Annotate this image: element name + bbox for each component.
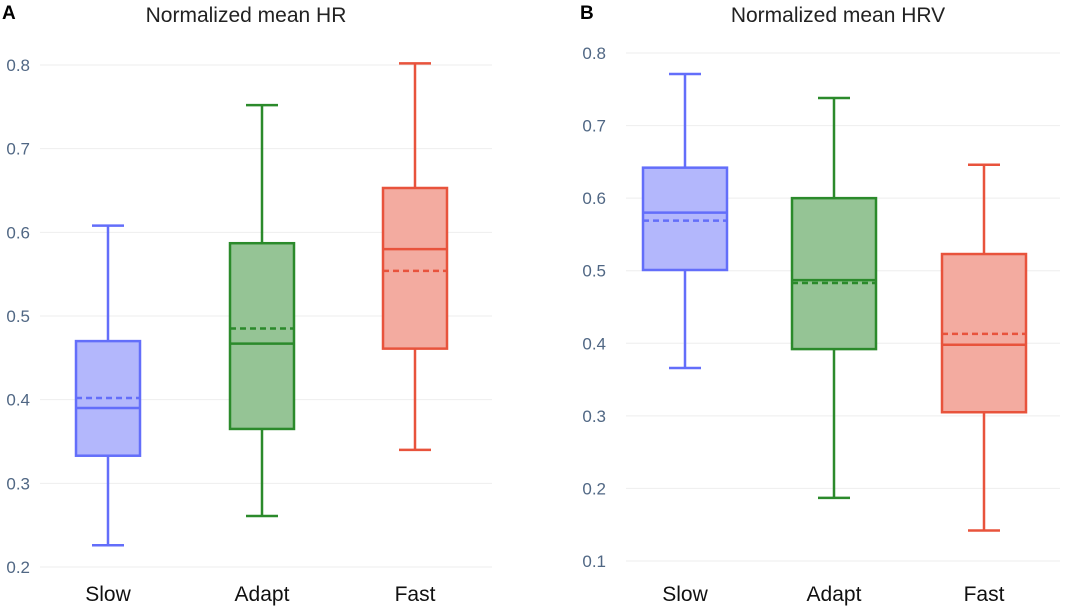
y-tick-label: 0.5 — [6, 307, 30, 326]
x-tick-label: Adapt — [807, 583, 862, 606]
iqr-box — [641, 166, 729, 272]
box-fast — [940, 163, 1028, 532]
y-tick-label: 0.8 — [6, 56, 30, 75]
boxes — [641, 72, 1028, 532]
y-tick-label: 0.4 — [582, 334, 606, 353]
iqr-box — [790, 196, 878, 351]
panel-b-hrv: B Normalized mean HRV 0.1 0.2 0.3 0.4 0.5 0.6… — [580, 3, 1060, 606]
y-axis-ticks: 0.2 0.3 0.4 0.5 0.6 0.7 0.8 — [6, 56, 30, 577]
iqr-box — [381, 186, 449, 350]
x-tick-label: Slow — [662, 583, 708, 606]
y-tick-label: 0.3 — [582, 407, 606, 426]
x-tick-label: Adapt — [235, 583, 290, 606]
y-tick-label: 0.7 — [582, 117, 606, 136]
y-tick-label: 0.8 — [582, 44, 606, 63]
box-adapt — [790, 96, 878, 500]
y-tick-label: 0.1 — [582, 552, 606, 571]
y-tick-label: 0.5 — [582, 262, 606, 281]
x-axis-ticks: Slow Adapt Fast — [662, 583, 1004, 606]
x-tick-label: Fast — [395, 583, 436, 606]
x-axis-ticks: Slow Adapt Fast — [85, 583, 435, 606]
box-adapt — [228, 103, 296, 518]
y-tick-label: 0.6 — [582, 189, 606, 208]
x-tick-label: Fast — [964, 583, 1005, 606]
box-fast — [381, 62, 449, 452]
y-tick-label: 0.3 — [6, 474, 30, 493]
y-tick-label: 0.7 — [6, 140, 30, 159]
panel-letter-a: A — [2, 3, 16, 24]
panel-a-hr: A Normalized mean HR 0.20.30.40.50.60.70… — [2, 3, 492, 606]
box-slow — [641, 72, 729, 370]
y-tick-label: 0.6 — [6, 223, 30, 242]
iqr-box — [228, 241, 296, 431]
boxes — [74, 62, 449, 547]
y-tick-label: 0.4 — [6, 391, 30, 410]
y-tick-label: 0.2 — [582, 479, 606, 498]
x-tick-label: Slow — [85, 583, 131, 606]
panel-letter-b: B — [580, 3, 594, 24]
box-slow — [74, 224, 142, 547]
chart-title-hr: Normalized mean HR — [146, 4, 347, 27]
chart-title-hrv: Normalized mean HRV — [731, 4, 945, 27]
y-axis-ticks: 0.1 0.2 0.3 0.4 0.5 0.6 0.7 0.8 — [582, 44, 606, 571]
y-tick-label: 0.2 — [6, 558, 30, 577]
